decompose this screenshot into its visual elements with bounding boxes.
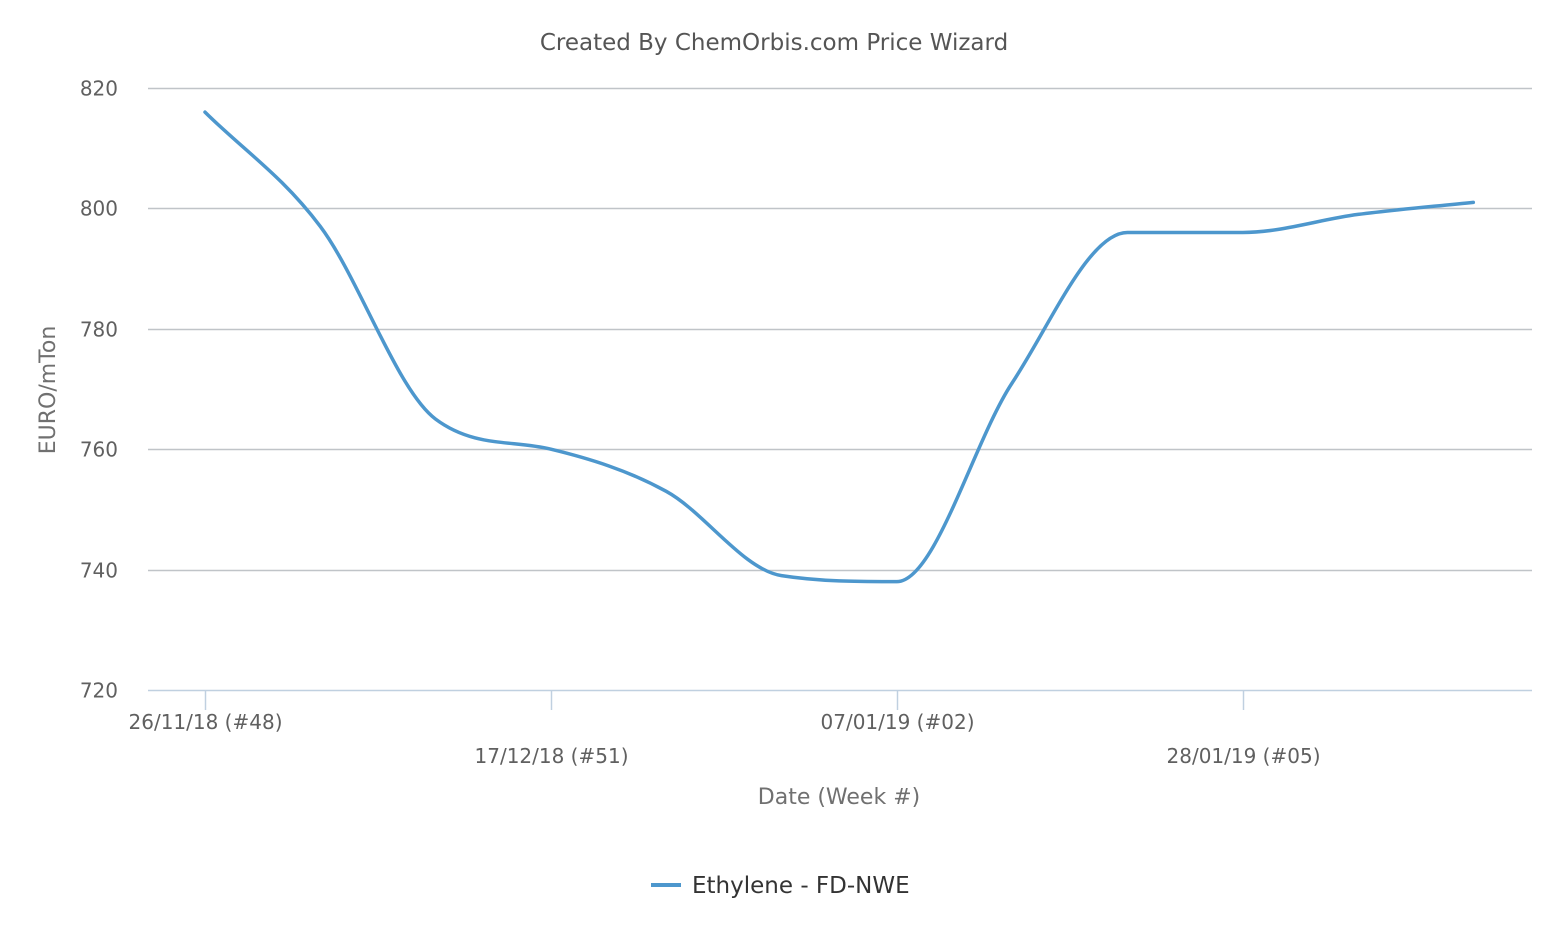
y-tick-label-760: 760 (80, 438, 118, 462)
legend-label[interactable]: Ethylene - FD-NWE (692, 873, 910, 899)
x-axis-ticks: 26/11/18 (#48) 17/12/18 (#51) 07/01/19 (#0… (129, 690, 1321, 768)
series-line-0[interactable] (203, 110, 1476, 584)
y-tick-label-720: 720 (80, 679, 118, 703)
y-axis-ticks: 720 740 760 780 800 820 (80, 77, 118, 703)
series-group (203, 110, 1476, 584)
y-tick-label-800: 800 (80, 197, 118, 221)
gridlines (148, 87, 1532, 572)
chart-title: Created By ChemOrbis.com Price Wizard (540, 30, 1008, 56)
x-tick-label-0: 26/11/18 (#48) (129, 710, 283, 734)
x-axis-title: Date (Week #) (758, 785, 920, 810)
x-tick-label-3: 28/01/19 (#05) (1167, 744, 1321, 768)
x-tick-label-1: 17/12/18 (#51) (475, 744, 629, 768)
y-tick-label-820: 820 (80, 77, 118, 101)
y-tick-label-740: 740 (80, 559, 118, 583)
x-tick-label-2: 07/01/19 (#02) (821, 710, 975, 734)
y-axis-title: EURO/mTon (36, 326, 61, 455)
legend[interactable]: Ethylene - FD-NWE (651, 873, 910, 899)
y-tick-label-780: 780 (80, 318, 118, 342)
